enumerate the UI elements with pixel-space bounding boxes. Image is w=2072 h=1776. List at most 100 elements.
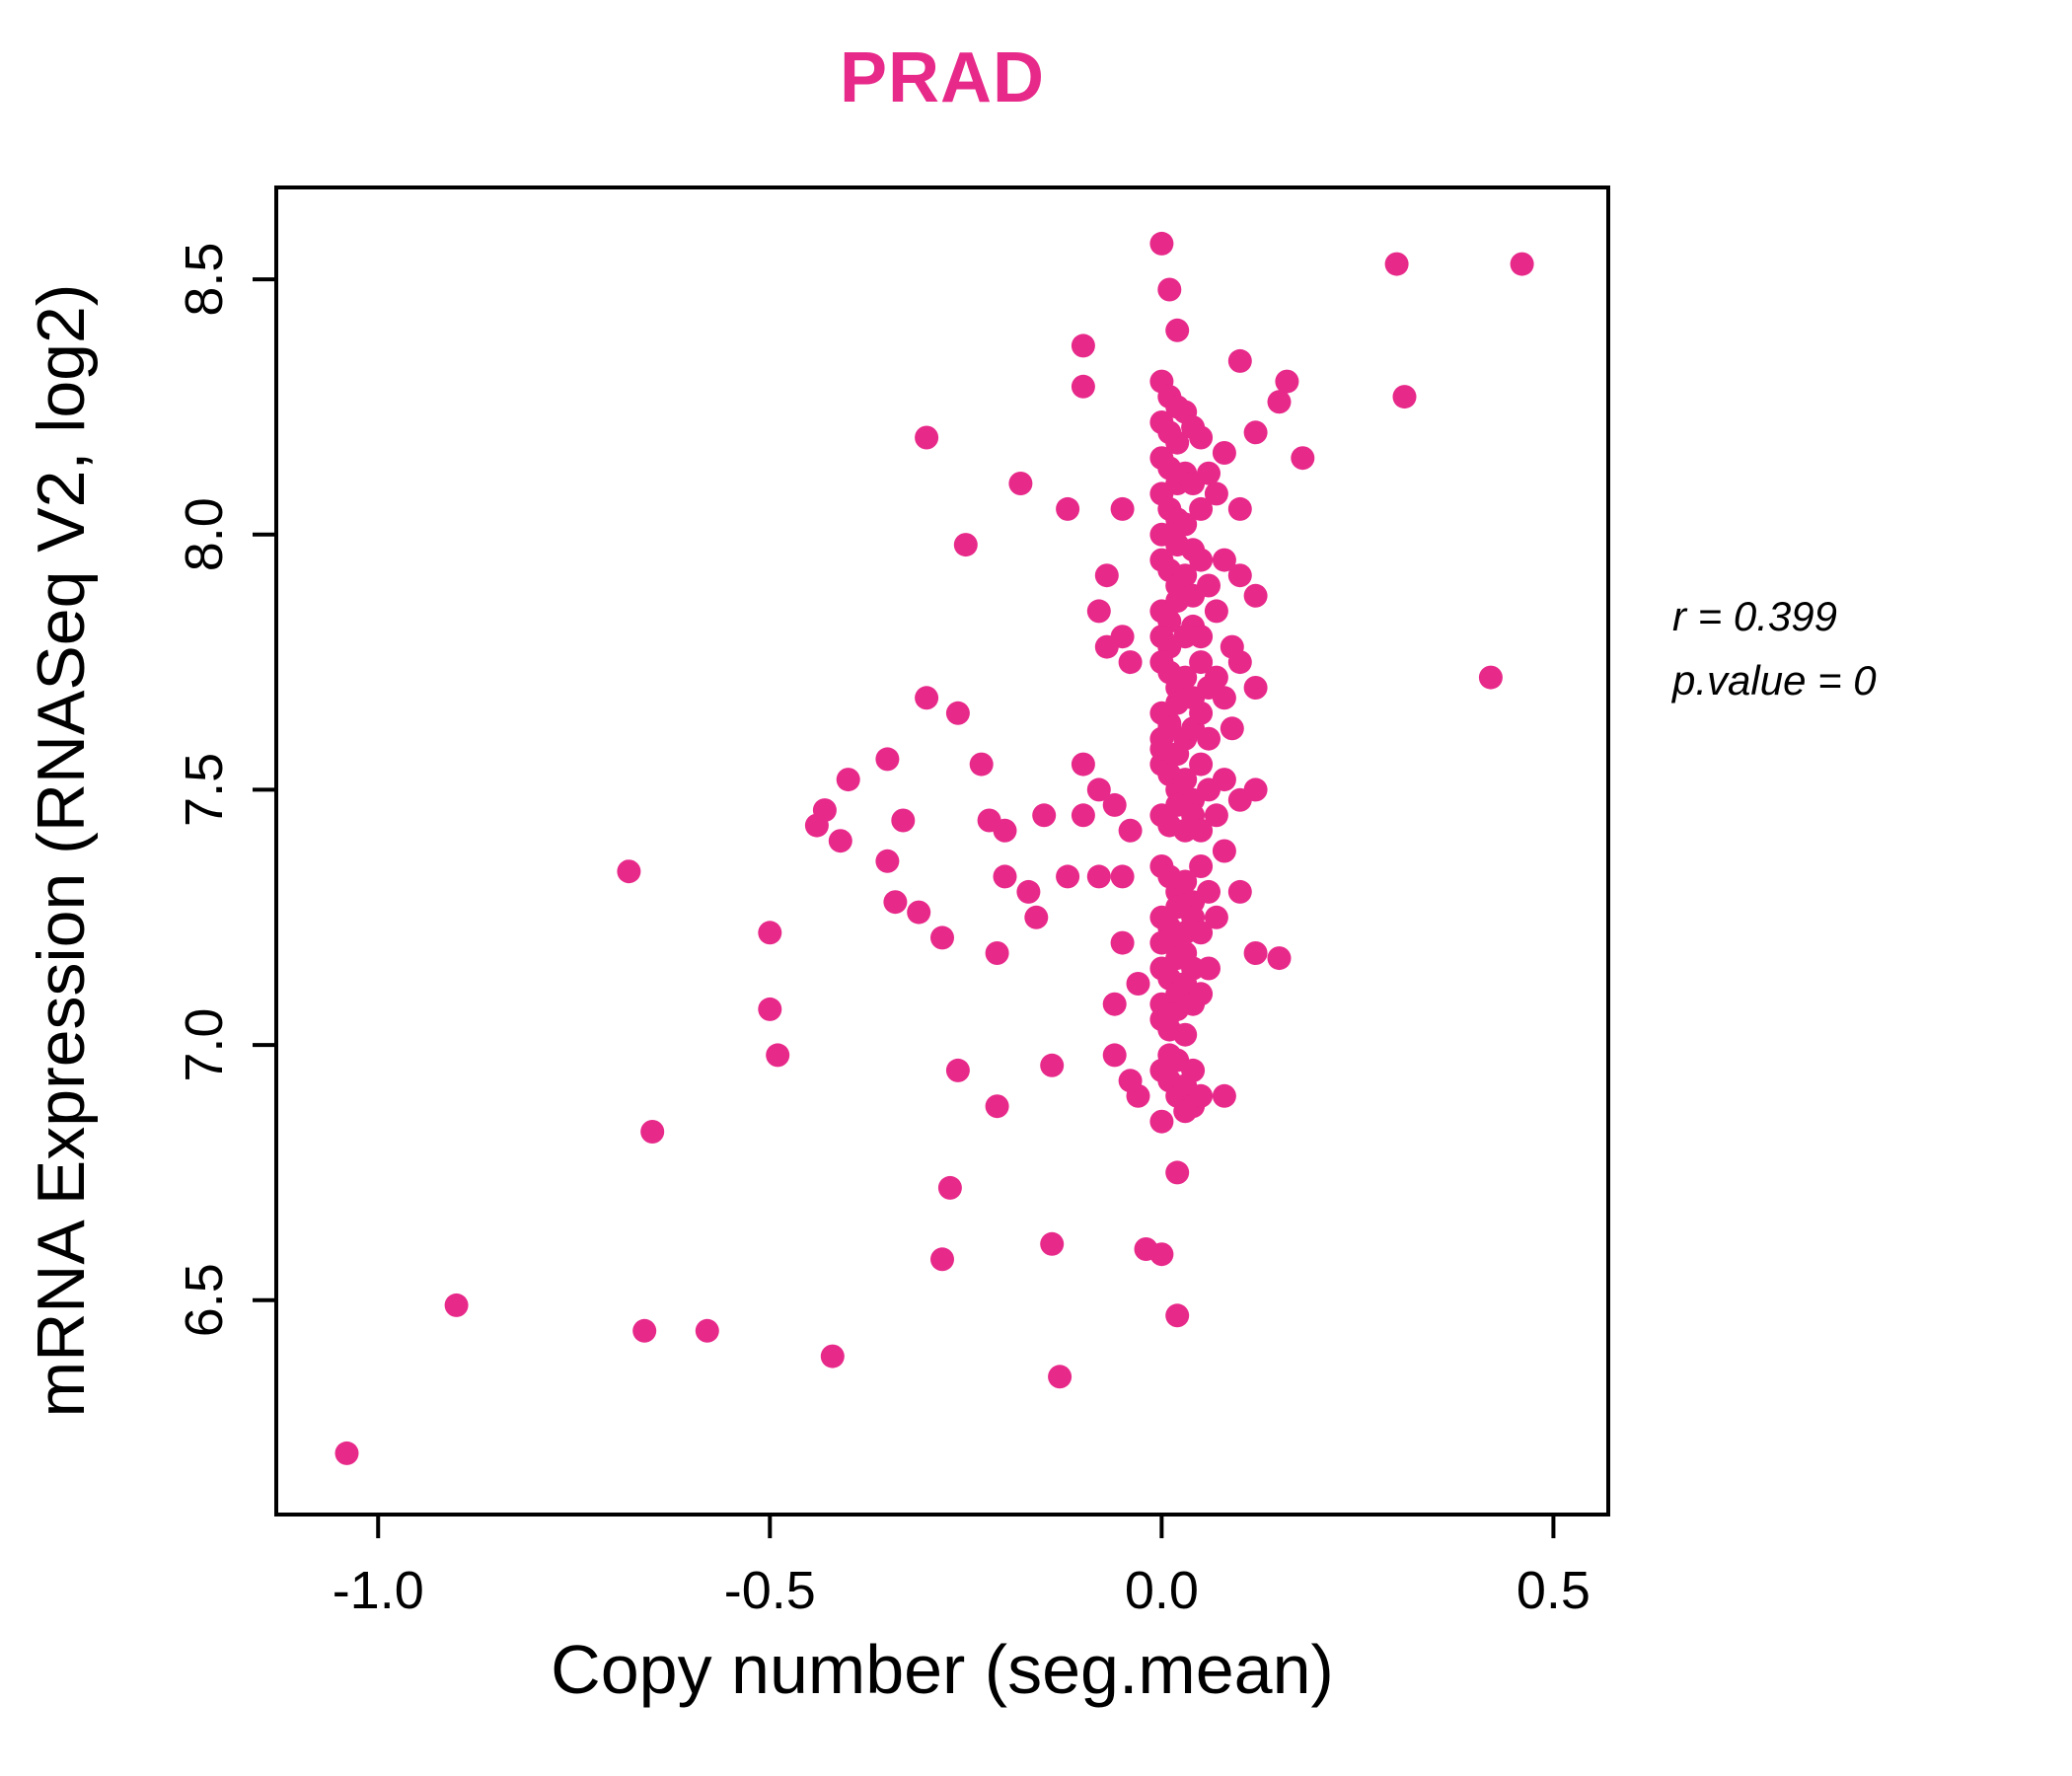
x-axis-label: Copy number (seg.mean) (551, 1631, 1334, 1708)
scatter-point (1071, 752, 1095, 777)
scatter-point (1181, 1058, 1206, 1082)
scatter-point (915, 425, 939, 450)
scatter-point (969, 752, 994, 777)
scatter-point (1173, 1022, 1198, 1047)
scatter-point (1227, 348, 1252, 373)
scatter-point (1165, 589, 1190, 613)
scatter-point (1102, 992, 1127, 1016)
scatter-point (1212, 548, 1236, 572)
scatter-point (1227, 563, 1252, 588)
scatter-point (993, 864, 1017, 889)
scatter-point (1032, 803, 1057, 828)
scatter-point (1204, 481, 1228, 506)
scatter-point (875, 849, 900, 873)
scatter-point (1189, 982, 1214, 1006)
scatter-point (1275, 369, 1299, 394)
scatter-point (758, 997, 782, 1021)
scatter-point (945, 1058, 970, 1082)
scatter-point (1212, 839, 1236, 863)
scatter-point (1165, 318, 1190, 342)
scatter-point (891, 808, 916, 833)
scatter-point (1118, 650, 1143, 675)
scatter-point (1173, 665, 1198, 690)
r-value-text: r = 0.399 (1672, 593, 1837, 639)
scatter-point (804, 813, 829, 838)
scatter-point (1173, 1099, 1198, 1124)
scatter-point (1157, 277, 1182, 302)
scatter-point (1212, 441, 1236, 465)
scatter-point (1149, 231, 1174, 256)
scatter-point (1189, 854, 1214, 878)
scatter-point (1189, 921, 1214, 945)
scatter-point (1048, 1365, 1073, 1389)
scatter-point (1197, 461, 1221, 485)
scatter-point (985, 1094, 1009, 1119)
scatter-point (1071, 374, 1095, 399)
scatter-point (766, 1043, 790, 1068)
scatter-point (1110, 930, 1135, 955)
scatter-point (1126, 972, 1150, 996)
scatter-point (945, 701, 970, 725)
scatter-point (1173, 869, 1198, 894)
scatter-point (1197, 573, 1221, 598)
scatter-point (1384, 252, 1409, 276)
y-tick-label: 8.5 (175, 243, 234, 317)
scatter-point (1134, 1237, 1158, 1261)
scatter-point (1118, 818, 1143, 843)
scatter-point (1086, 864, 1111, 889)
x-tick-label: 0.0 (1125, 1561, 1199, 1620)
scatter-point (444, 1293, 469, 1317)
scatter-point (1220, 716, 1244, 741)
scatter-point (820, 1344, 845, 1369)
scatter-point (1478, 665, 1503, 690)
data-points (334, 231, 1534, 1465)
scatter-point (1165, 1160, 1190, 1185)
scatter-point (1173, 563, 1198, 588)
scatter-point (907, 900, 931, 925)
correlation-annotation: r = 0.399 p.value = 0 (1672, 584, 1877, 712)
scatter-point (640, 1120, 665, 1144)
x-tick-label: -0.5 (724, 1561, 816, 1620)
scatter-point (1165, 742, 1190, 767)
scatter-point (1071, 803, 1095, 828)
scatter-point (1165, 430, 1190, 455)
scatter-point (1102, 792, 1127, 817)
scatter-point (1204, 905, 1228, 929)
scatter-point (937, 1175, 962, 1200)
scatter-point (977, 808, 1001, 833)
scatter-point (1118, 1069, 1143, 1093)
scatter-point (1165, 946, 1190, 971)
scatter-point (1267, 390, 1292, 414)
scatter-point (1204, 803, 1228, 828)
scatter-point (632, 1318, 657, 1343)
scatter-point (1291, 446, 1315, 471)
scatter-point (1212, 768, 1236, 792)
scatter-point (985, 941, 1009, 965)
scatter-point (1204, 665, 1228, 690)
scatter-point (953, 533, 978, 557)
chart-title: PRAD (839, 38, 1045, 117)
scatter-point (930, 925, 954, 950)
scatter-point (1189, 625, 1214, 649)
x-axis-ticks: -1.0 -0.5 0.0 0.5 (333, 1515, 1591, 1620)
scatter-point (836, 768, 860, 792)
scatter-point (1149, 1109, 1174, 1134)
scatter-point (1173, 512, 1198, 537)
scatter-point (1243, 777, 1268, 802)
scatter-point (1024, 905, 1049, 929)
scatter-point (1267, 946, 1292, 971)
y-axis-ticks: 6.5 7.0 7.5 8.0 8.5 (175, 243, 276, 1337)
scatter-point (1086, 777, 1111, 802)
scatter-point (883, 890, 908, 915)
scatter-point (1243, 676, 1268, 700)
scatter-point (1212, 686, 1236, 710)
scatter-point (617, 859, 641, 884)
scatter-point (1227, 879, 1252, 904)
scatter-point (1189, 650, 1214, 675)
scatter-point (1227, 496, 1252, 521)
y-tick-label: 7.5 (175, 753, 234, 827)
scatter-point (1110, 864, 1135, 889)
scatter-point (1212, 1083, 1236, 1108)
x-tick-label: 0.5 (1517, 1561, 1591, 1620)
